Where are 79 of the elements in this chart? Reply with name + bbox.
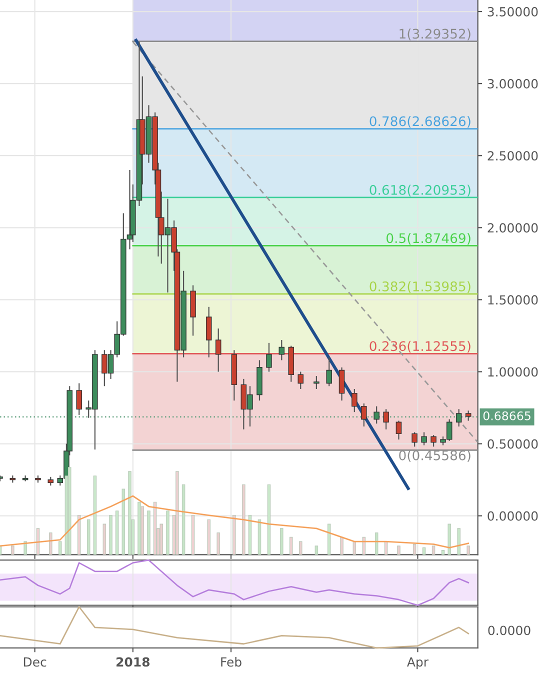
bar xyxy=(242,484,246,555)
y-tick-label: 2.00000 xyxy=(488,223,538,233)
candlestick xyxy=(206,306,212,358)
candlestick xyxy=(298,371,304,390)
bar xyxy=(457,528,460,555)
bar xyxy=(77,514,81,555)
bar xyxy=(160,524,164,555)
candlestick xyxy=(374,406,380,424)
ref-line-label: 0.5(1.87469) xyxy=(386,232,470,245)
bar xyxy=(115,510,119,555)
bar xyxy=(327,524,331,555)
candlestick xyxy=(215,328,222,372)
x-tick-label: Dec xyxy=(24,657,46,667)
bar xyxy=(147,510,150,555)
candlestick xyxy=(465,410,472,422)
candlestick xyxy=(361,402,367,428)
y-tick-label: 3.50000 xyxy=(488,7,538,16)
candlestick xyxy=(412,432,418,448)
bar xyxy=(49,532,52,555)
bar xyxy=(11,546,14,555)
ref-line-label: 0(0.45586) xyxy=(399,450,470,462)
bar xyxy=(314,546,318,555)
bar xyxy=(290,536,293,555)
bar xyxy=(140,506,144,555)
bar xyxy=(166,510,170,555)
bar xyxy=(466,546,470,555)
y-tick-label: 2.50000 xyxy=(488,151,538,161)
x-tick-label: Feb xyxy=(221,657,242,667)
ref-line-label: 1(3.29352) xyxy=(400,28,470,40)
candlestick xyxy=(338,366,345,402)
candlestick xyxy=(314,375,320,390)
candlestick xyxy=(76,382,82,416)
candlestick xyxy=(266,342,272,372)
y-tick-label: 0.50000 xyxy=(488,439,538,449)
y-tick-label: 1.50000 xyxy=(488,295,538,305)
bar xyxy=(93,476,97,555)
y-tick-label: 0.00000 xyxy=(488,511,538,521)
bar xyxy=(412,544,416,555)
bar xyxy=(122,488,126,555)
bar xyxy=(397,546,400,555)
candlestick xyxy=(326,356,332,387)
candlestick xyxy=(396,420,402,440)
bar xyxy=(340,536,344,555)
bar xyxy=(109,514,112,555)
bar xyxy=(182,484,186,555)
ref-line-label: 0.236(1.12555) xyxy=(370,340,470,353)
bar xyxy=(102,524,106,555)
bar xyxy=(216,532,220,555)
y-tick-label: 1.00000 xyxy=(488,367,538,377)
bar xyxy=(86,519,90,555)
ref-line-label: 0.618(2.20953) xyxy=(370,184,470,196)
candlestick xyxy=(383,408,389,430)
bar xyxy=(441,550,445,555)
bar xyxy=(267,484,271,555)
bar xyxy=(207,519,210,555)
bar xyxy=(362,536,366,555)
bar xyxy=(176,471,179,555)
x-tick-label: 2018 xyxy=(116,657,150,667)
candlestick xyxy=(352,388,358,413)
bar xyxy=(280,528,284,555)
ref-line-label: 0.382(1.53985) xyxy=(370,281,470,293)
bar xyxy=(58,541,62,555)
ref-line-label: 0.786(2.68626) xyxy=(370,116,470,128)
text: 0.0000 xyxy=(488,626,530,636)
candlestick xyxy=(421,432,427,446)
x-tick-label: Apr xyxy=(407,657,429,670)
bar xyxy=(299,541,302,555)
bar xyxy=(432,546,436,555)
candlestick xyxy=(430,434,436,448)
bar xyxy=(232,514,236,555)
ref-line-label: 0.68665 xyxy=(483,411,530,420)
y-tick-label: 3.00000 xyxy=(488,79,538,88)
bar xyxy=(448,524,451,555)
bar xyxy=(422,547,426,555)
bar xyxy=(128,471,132,555)
bar xyxy=(138,502,141,555)
candlestick xyxy=(278,339,285,361)
bar xyxy=(191,514,195,555)
candlestick xyxy=(456,408,462,428)
